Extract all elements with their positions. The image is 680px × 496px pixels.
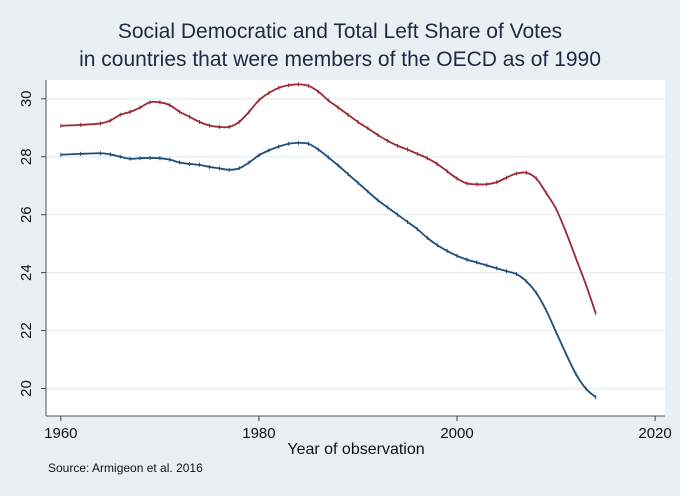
source-note: Source: Armigeon et al. 2016	[48, 461, 203, 475]
x-tick-label: 2020	[638, 425, 671, 442]
y-tick-label: 30	[18, 90, 35, 107]
plot-area	[46, 80, 665, 416]
chart-title-line-2: in countries that were members of the OE…	[79, 48, 601, 71]
y-tick-label: 24	[18, 264, 35, 281]
x-axis-label: Year of observation	[287, 441, 424, 458]
y-tick-label: 20	[18, 380, 35, 397]
series-group	[60, 82, 597, 400]
chart-title-line-1: Social Democratic and Total Left Share o…	[118, 20, 562, 43]
y-tick-label: 26	[18, 206, 35, 223]
x-tick-label: 2000	[440, 425, 473, 442]
x-tick-label: 1960	[44, 425, 77, 442]
axes: 20 22 24 26 28 30 1960 1980 2000 2020	[18, 80, 672, 442]
y-tick-label: 28	[18, 148, 35, 165]
gridlines	[46, 98, 665, 390]
x-tick-label: 1980	[242, 425, 275, 442]
y-tick-label: 22	[18, 322, 35, 339]
